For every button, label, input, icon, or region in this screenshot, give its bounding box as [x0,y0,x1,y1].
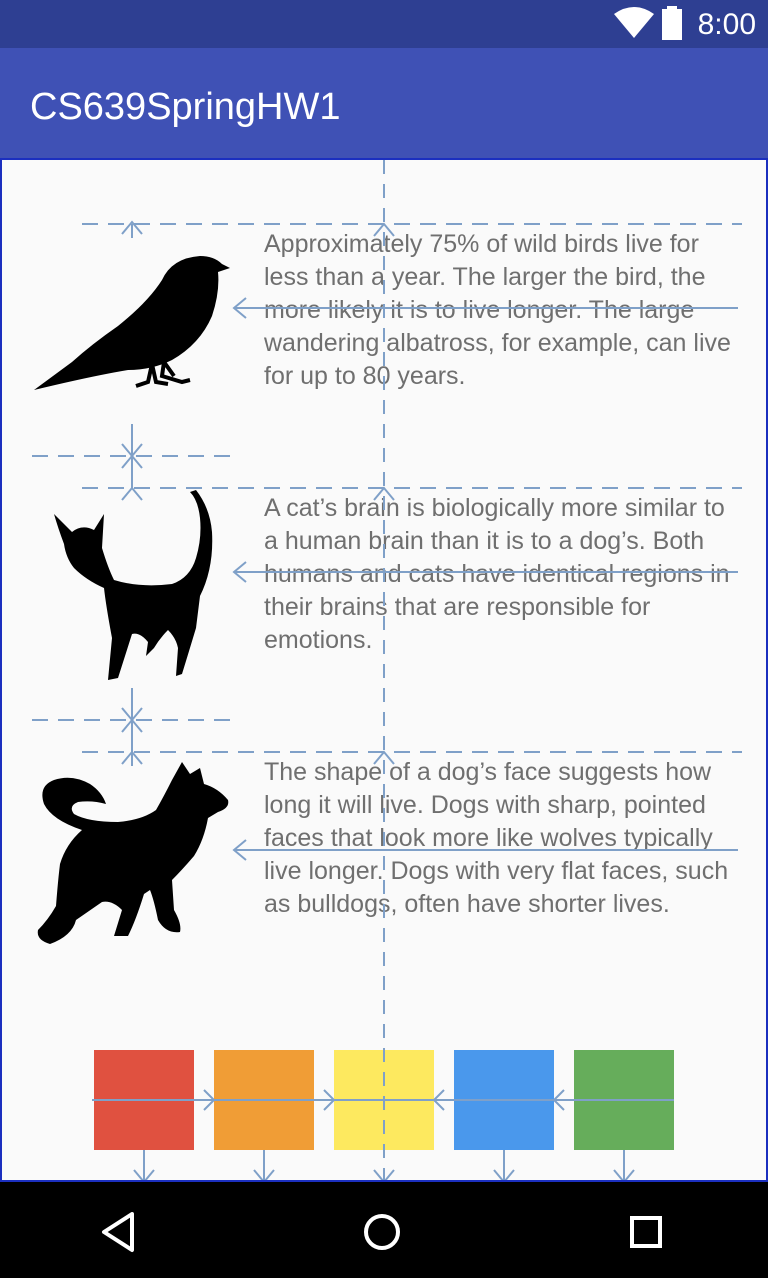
color-square-green [574,1050,674,1150]
home-icon[interactable] [358,1208,406,1256]
bird-image [34,256,230,390]
bird-fact-text: Approximately 75% of wild birds live for… [264,230,731,390]
content-area: Approximately 75% of wild birds live for… [0,160,768,1182]
dog-fact-text: The shape of a dog’s face suggests how l… [264,758,729,918]
app-title: CS639SpringHW1 [30,86,341,128]
app-bar: CS639SpringHW1 [0,48,768,160]
color-square-orange [214,1050,314,1150]
dog-image [37,762,229,944]
back-icon[interactable] [96,1208,144,1256]
battery-icon [662,6,682,40]
color-square-blue [454,1050,554,1150]
status-time: 8:00 [697,8,756,41]
wifi-icon [614,7,654,38]
recents-icon[interactable] [622,1208,670,1256]
color-square-red [94,1050,194,1150]
navigation-bar [0,1182,768,1278]
status-bar: 8:00 [0,0,768,48]
cat-image [54,490,213,680]
color-square-yellow [334,1050,434,1150]
cat-fact-text: A cat’s brain is biologically more simil… [264,494,730,654]
